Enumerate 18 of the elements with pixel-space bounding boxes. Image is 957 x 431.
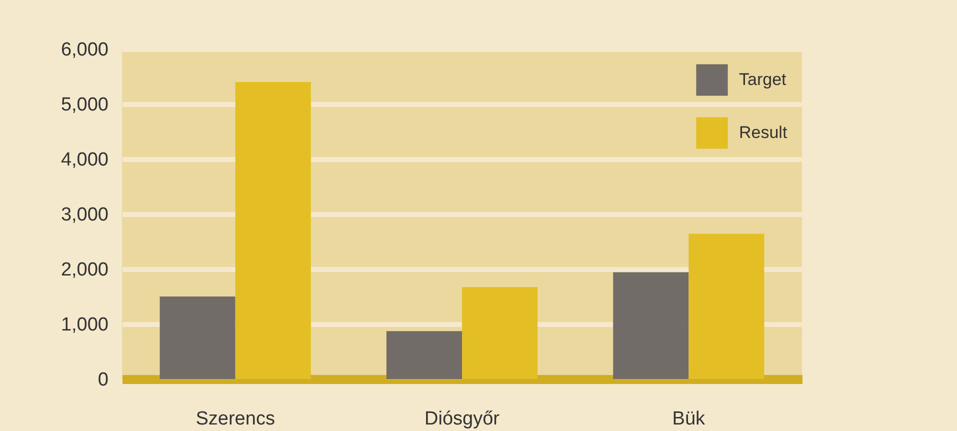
y-tick-label: 5,000 bbox=[60, 94, 108, 116]
y-tick-label: 3,000 bbox=[60, 204, 108, 226]
y-tick-label: 0 bbox=[98, 370, 108, 390]
x-tick-label: Bük bbox=[672, 408, 706, 430]
y-tick-label: 1,000 bbox=[60, 314, 108, 336]
legend-label: Result bbox=[739, 123, 788, 142]
x-tick-label: Szerencs bbox=[196, 408, 275, 430]
bar bbox=[688, 234, 764, 379]
y-tick-label: 2,000 bbox=[60, 260, 108, 280]
bar bbox=[613, 272, 689, 379]
bar bbox=[160, 296, 236, 379]
bar bbox=[235, 82, 311, 379]
y-tick-label: 4,000 bbox=[60, 150, 108, 170]
x-tick-label: Diósgyőr bbox=[424, 408, 500, 430]
legend-label: Target bbox=[739, 70, 787, 89]
y-tick-label: 6,000 bbox=[60, 40, 108, 60]
bar bbox=[386, 331, 462, 379]
bar bbox=[462, 287, 538, 379]
